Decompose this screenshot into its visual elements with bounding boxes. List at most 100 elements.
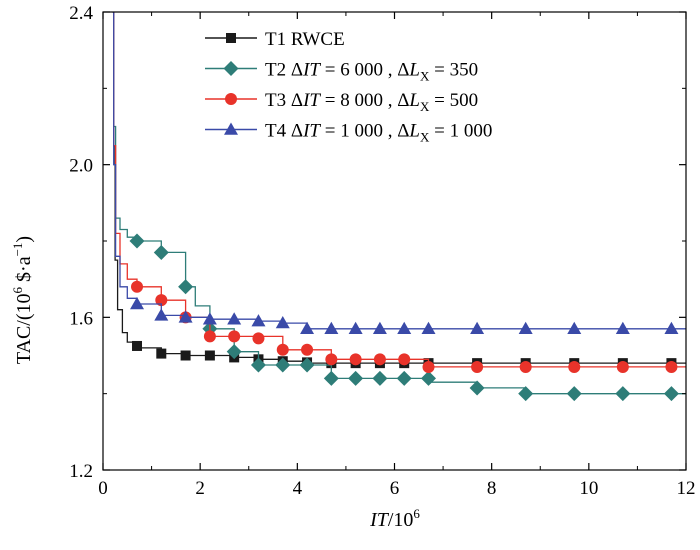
series-4-marker-12 [397,321,412,335]
series-3-marker-9 [325,353,338,366]
series-4-marker-14 [470,321,485,335]
series-4-marker-1 [130,296,145,310]
y-axis-label: TAC/(106 $·a−1) [10,236,35,364]
x-tick-label-3: 6 [390,478,400,499]
series-2-marker-16 [566,386,582,402]
legend-label-2-part-4: X [420,69,430,84]
y-tick-label-1: 1.6 [69,308,93,329]
series-3-marker-8 [301,343,314,356]
y-tick-label-3: 2.4 [69,3,93,24]
series-3-marker-7 [276,343,289,356]
legend-marker-3 [225,93,237,105]
series-4-marker-16 [567,321,582,335]
legend-label-3-part-0: T3 Δ [265,90,303,111]
series-4-marker-15 [518,321,533,335]
series-3-marker-16 [568,360,581,373]
series-3-marker-14 [471,360,484,373]
series-4-marker-5 [227,312,242,325]
legend-label-3-part-2: = 8 000 , Δ [320,90,409,111]
series-2-marker-9 [323,370,339,386]
series-4-marker-13 [421,321,436,335]
series-3-marker-11 [373,353,386,366]
series-3-marker-1 [131,280,144,293]
x-axis-label: IT/106 [369,506,420,531]
series-3-marker-2 [155,294,168,307]
x-tick-label-4: 8 [487,478,497,499]
series-3-marker-15 [519,360,532,373]
series-2-marker-18 [663,386,679,402]
series-2-marker-6 [250,357,266,373]
plot-frame [102,11,687,471]
series-2-marker-13 [421,370,437,386]
series-2-marker-12 [396,370,412,386]
legend-label-4-part-5: = 1 000 [429,121,492,142]
series-3-marker-6 [252,332,265,345]
series-4-marker-4 [202,312,217,325]
series-2-marker-14 [469,380,485,396]
x-tick-label-2: 4 [293,478,303,499]
legend-label-2-part-0: T2 Δ [265,60,303,81]
series-2-marker-10 [348,370,364,386]
series-3-marker-17 [616,360,629,373]
series-4-marker-2 [154,308,169,321]
series-4-marker-9 [324,321,339,335]
series-2-marker-5 [226,344,242,360]
legend-label-2-part-2: = 6 000 , Δ [320,60,409,81]
series-1-marker-3 [180,350,191,361]
series-2-marker-17 [615,386,631,402]
series-4-marker-11 [372,321,387,335]
legend-label-2-part-5: = 350 [429,60,478,81]
y-tick-label-2: 2.0 [69,156,93,177]
legend-label-1: T1 RWCE [265,29,345,50]
x-tick-label-5: 10 [579,478,598,499]
series-4-marker-6 [251,314,266,327]
x-axis-label-rest: /10 [388,509,414,531]
legend-marker-2 [223,61,239,76]
legend-label-4: T4 ΔIT = 1 000 , ΔLX = 1 000 [265,121,492,145]
legend-label-3-part-5: = 500 [429,90,478,111]
series-4-marker-3 [178,310,193,323]
x-tick-label-0: 0 [98,478,108,499]
legend-label-1-text: T1 RWCE [265,29,345,50]
legend-marker-1 [226,33,236,43]
legend-label-3-part-1: IT [302,90,321,111]
series-layer [112,12,686,402]
x-axis-label-sup: 6 [413,506,420,521]
y-axis-label-base: TAC/(10 [13,293,35,364]
series-3-marker-12 [398,353,411,366]
legend-label-2-part-1: IT [302,60,321,81]
series-3-marker-10 [349,353,362,366]
legend-marker-4 [224,122,238,135]
series-1-marker-1 [132,340,143,351]
series-3-marker-13 [422,360,435,373]
legend-label-2: T2 ΔIT = 6 000 , ΔLX = 350 [265,60,478,84]
series-1-marker-2 [156,348,167,359]
y-axis-label-end: ) [13,236,35,243]
series-4-marker-18 [664,321,679,335]
legend-label-4-part-1: IT [302,121,321,142]
series-4-marker-10 [348,321,363,335]
series-2-marker-2 [153,244,169,260]
y-axis-label-sup2: −1 [10,243,25,257]
series-4 [112,12,686,335]
legend-label-2-part-3: L [408,60,420,81]
x-tick-label-6: 12 [677,478,696,499]
series-2-marker-7 [275,357,291,373]
x-tick-label-1: 2 [195,478,205,499]
ticks-layer: 0 2 4 6 8 10 12 1.2 1.6 2.0 2.4 [69,3,695,499]
legend-label-3-part-3: L [408,90,420,111]
series-2-marker-15 [518,386,534,402]
series-2-marker-11 [372,370,388,386]
series-3-marker-4 [203,330,216,343]
axes-layer [102,11,687,471]
y-tick-label-0: 1.2 [69,461,93,482]
legend-label-3: T3 ΔIT = 8 000 , ΔLX = 500 [265,90,478,114]
series-2-marker-3 [178,279,194,295]
legend-label-4-part-4: X [420,130,430,145]
y-axis-label-sup1: 6 [10,286,25,293]
legend-label-4-part-3: L [408,121,420,142]
series-1-marker-4 [204,350,215,361]
